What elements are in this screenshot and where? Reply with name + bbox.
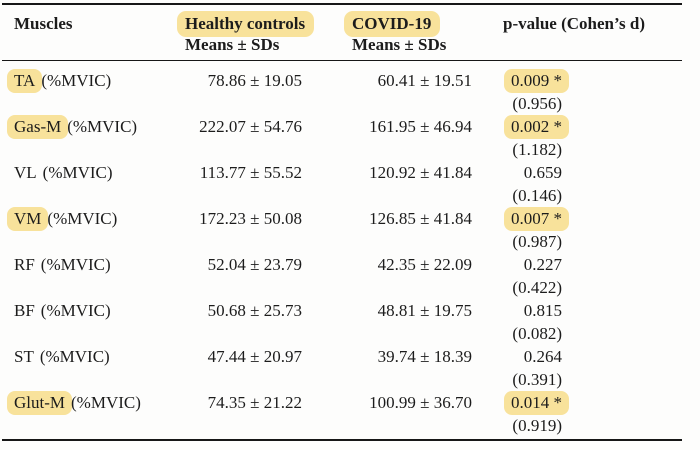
p-value: 0.014 * <box>504 391 569 415</box>
p-value: 0.002 * <box>504 115 569 139</box>
cohens-d-value: (0.956) <box>512 94 562 113</box>
pvalue-cell: 0.815 (0.082) <box>472 299 682 345</box>
muscle-name: BF <box>14 301 35 320</box>
muscle-unit: (%MVIC) <box>47 209 118 228</box>
healthy-mean-sd-value: 113.77 ± 55.52 <box>199 163 302 182</box>
covid-mean-sd-value: 100.99 ± 36.70 <box>369 393 472 412</box>
muscle-name: TA <box>7 69 43 93</box>
muscle-unit: (%MVIC) <box>71 393 141 412</box>
header-cell-covid: COVID-19 Means ± SDs <box>302 11 472 55</box>
header-cell-muscles: Muscles <box>2 13 178 55</box>
muscle-unit: (%MVIC) <box>42 163 113 182</box>
p-value: 0.815 <box>523 301 562 320</box>
cohens-d-value: (0.146) <box>512 186 562 205</box>
cohens-d-value: (0.919) <box>512 416 562 435</box>
table-header-row: Muscles Healthy controls Means ± SDs COV… <box>2 5 682 61</box>
healthy-mean-sd-value: 52.04 ± 23.79 <box>207 255 302 274</box>
p-value: 0.264 <box>523 347 562 366</box>
healthy-mean-sd-value: 172.23 ± 50.08 <box>199 209 302 228</box>
muscle-name: VL <box>14 163 37 182</box>
pvalue-cell: 0.659 (0.146) <box>472 161 682 207</box>
muscle-name: ST <box>14 347 34 366</box>
cohens-d-value: (0.391) <box>512 370 562 389</box>
column-subheader-healthy-means: Means ± SDs <box>185 35 280 54</box>
column-header-healthy-controls: Healthy controls <box>177 11 315 37</box>
column-header-p-value: p-value (Cohen’s d) <box>503 14 645 33</box>
healthy-mean-sd-value: 47.44 ± 20.97 <box>207 347 302 366</box>
covid-mean-sd-value: 42.35 ± 22.09 <box>377 255 472 274</box>
muscle-name: Gas-M <box>7 115 69 139</box>
table-row: RF (%MVIC) 52.04 ± 23.79 42.35 ± 22.09 0.… <box>2 253 682 299</box>
muscle-cell: ST (%MVIC) <box>2 345 178 368</box>
muscle-cell: VL (%MVIC) <box>2 161 178 184</box>
muscle-cell: BF (%MVIC) <box>2 299 178 322</box>
healthy-mean-sd-value: 50.68 ± 25.73 <box>207 301 302 320</box>
p-value: 0.227 <box>523 255 562 274</box>
muscle-name: RF <box>14 255 35 274</box>
p-value: 0.009 * <box>504 69 569 93</box>
pvalue-cell: 0.002 * (1.182) <box>472 115 682 161</box>
column-subheader-covid-means: Means ± SDs <box>352 35 447 54</box>
pvalue-cell: 0.007 * (0.987) <box>472 207 682 253</box>
muscle-cell: TA (%MVIC) <box>2 69 178 93</box>
muscle-cell: RF (%MVIC) <box>2 253 178 276</box>
cohens-d-value: (0.422) <box>512 278 562 297</box>
covid-mean-sd-value: 39.74 ± 18.39 <box>377 347 472 366</box>
table-row: ST (%MVIC) 47.44 ± 20.97 39.74 ± 18.39 0.… <box>2 345 682 391</box>
covid-mean-sd-value: 120.92 ± 41.84 <box>369 163 472 182</box>
table-rows: TA (%MVIC) 78.86 ± 19.05 60.41 ± 19.51 0.… <box>2 61 682 441</box>
cohens-d-value: (0.082) <box>512 324 562 343</box>
healthy-mean-sd-value: 74.35 ± 21.22 <box>207 393 302 412</box>
muscle-unit: (%MVIC) <box>41 71 112 90</box>
covid-mean-sd-value: 48.81 ± 19.75 <box>377 301 472 320</box>
table-row: BF (%MVIC) 50.68 ± 25.73 48.81 ± 19.75 0.… <box>2 299 682 345</box>
header-cell-healthy: Healthy controls Means ± SDs <box>177 11 315 55</box>
muscle-name: Glut-M <box>7 391 72 415</box>
muscle-cell: Gas-M (%MVIC) <box>2 115 178 139</box>
table-row: Gas-M (%MVIC) 222.07 ± 54.76 161.95 ± 46.… <box>2 115 682 161</box>
header-cell-pvalue: p-value (Cohen’s d) <box>472 13 682 55</box>
covid-mean-sd-value: 60.41 ± 19.51 <box>377 71 472 90</box>
covid-mean-sd-value: 161.95 ± 46.94 <box>369 117 472 136</box>
column-header-covid19: COVID-19 <box>344 11 441 37</box>
muscle-unit: (%MVIC) <box>67 117 138 136</box>
muscle-unit: (%MVIC) <box>40 255 111 274</box>
p-value: 0.659 <box>523 163 562 182</box>
p-value: 0.007 * <box>504 207 569 231</box>
table-row: TA (%MVIC) 78.86 ± 19.05 60.41 ± 19.51 0.… <box>2 69 682 115</box>
cohens-d-value: (0.987) <box>512 232 562 251</box>
cohens-d-value: (1.182) <box>512 140 562 159</box>
table-row: VL (%MVIC) 113.77 ± 55.52 120.92 ± 41.84 … <box>2 161 682 207</box>
column-header-muscles: Muscles <box>14 14 73 33</box>
pvalue-cell: 0.264 (0.391) <box>472 345 682 391</box>
covid-mean-sd-value: 126.85 ± 41.84 <box>369 209 472 228</box>
muscle-cell: VM (%MVIC) <box>2 207 178 231</box>
muscle-mvic-comparison-table: Muscles Healthy controls Means ± SDs COV… <box>2 3 682 441</box>
pvalue-cell: 0.009 * (0.956) <box>472 69 682 115</box>
muscle-unit: (%MVIC) <box>39 347 110 366</box>
muscle-name: VM <box>7 207 49 231</box>
pvalue-cell: 0.014 * (0.919) <box>472 391 682 437</box>
table-row: VM (%MVIC) 172.23 ± 50.08 126.85 ± 41.84 … <box>2 207 682 253</box>
healthy-mean-sd-value: 78.86 ± 19.05 <box>207 71 302 90</box>
table-row: Glut-M (%MVIC) 74.35 ± 21.22 100.99 ± 36.… <box>2 391 682 437</box>
healthy-mean-sd-value: 222.07 ± 54.76 <box>199 117 302 136</box>
muscle-cell: Glut-M (%MVIC) <box>2 391 178 415</box>
muscle-unit: (%MVIC) <box>40 301 111 320</box>
pvalue-cell: 0.227 (0.422) <box>472 253 682 299</box>
